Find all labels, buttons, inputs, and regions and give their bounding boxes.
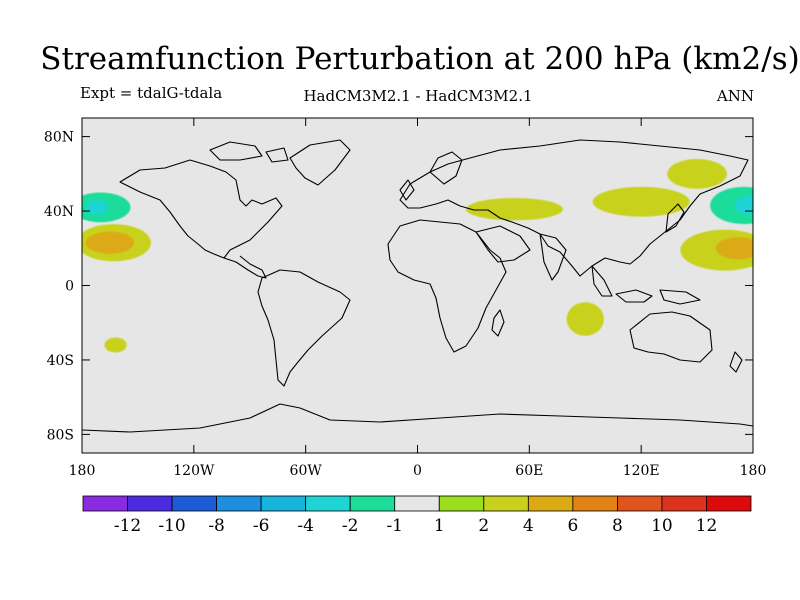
coast-japan (665, 203, 685, 233)
coast-arabia (475, 225, 531, 263)
coast-antarctica (82, 403, 753, 433)
lat-tick-label: 40N (44, 204, 74, 220)
anomaly-region (231, 229, 299, 256)
colorbar-label: 2 (478, 516, 489, 536)
coast-eurasia (399, 139, 749, 277)
coast-australia (629, 311, 713, 363)
anomaly-region (715, 237, 753, 260)
colorbar-label: 8 (612, 516, 623, 536)
colorbar-swatch (527, 495, 574, 512)
anomaly-region (734, 196, 753, 215)
coast-new-zealand (729, 351, 743, 373)
colorbar-label: -12 (114, 516, 141, 536)
colorbar-label: -10 (158, 516, 185, 536)
coast-arctic-islands (209, 141, 289, 163)
lat-tick-label: 80S (47, 427, 74, 443)
colorbar-label: 1 (434, 516, 445, 536)
colorbar-swatch (305, 495, 351, 512)
model-label: HadCM3M2.1 - HadCM3M2.1 (303, 87, 533, 105)
axis-ticks: 80N 40N 0 40S 80S 180 120W 60W 0 60E 120E 180 (44, 118, 766, 479)
anomaly-region (592, 186, 690, 217)
coast-india (539, 233, 567, 281)
colorbar-label: -6 (253, 516, 270, 536)
lon-tick-label: 0 (413, 463, 422, 479)
coastlines (82, 139, 753, 433)
anomaly-region (85, 231, 135, 254)
anomaly-region (566, 302, 604, 336)
colorbar-label: -4 (297, 516, 314, 536)
colorbar-label: -1 (386, 516, 403, 536)
lon-tick-label: 120E (623, 463, 660, 479)
anomaly-region (104, 337, 127, 353)
colorbar-swatch (706, 495, 752, 512)
colorbar-swatch (349, 495, 396, 512)
colorbar-label: 6 (567, 516, 578, 536)
lat-tick-label: 40S (47, 353, 74, 369)
colorbar-swatch (260, 495, 307, 512)
anomaly-region (465, 198, 563, 221)
coast-central-america (223, 255, 267, 279)
colorbar-swatch (82, 495, 128, 512)
coast-greenland (289, 139, 351, 186)
anomaly-region (331, 177, 384, 208)
colorbar-swatch (171, 495, 217, 512)
anomaly-contours (82, 142, 753, 353)
anomaly-region (85, 199, 109, 215)
experiment-label: Expt = tdalG-tdala (80, 84, 223, 102)
lat-tick-label: 80N (44, 130, 74, 146)
colorbar-swatch (617, 495, 663, 512)
colorbar-swatch (394, 495, 440, 512)
coast-madagascar (491, 309, 505, 337)
coast-british-isles (399, 179, 415, 201)
coast-africa (387, 219, 507, 353)
colorbar-label: 4 (523, 516, 534, 536)
colorbar-label: 10 (651, 516, 673, 536)
anomaly-region (542, 142, 603, 161)
lon-tick-label: 180 (740, 463, 767, 479)
anomaly-region (268, 320, 295, 340)
colorbar: -12 -10 -8 -6 -4 -2 -1 1 2 4 6 8 10 12 (82, 495, 752, 536)
colorbar-swatch (127, 495, 173, 512)
coast-scandinavia (429, 151, 463, 185)
anomaly-region (710, 186, 753, 225)
coast-se-asia (591, 265, 701, 305)
lon-tick-label: 120W (173, 463, 215, 479)
season-label: ANN (716, 87, 754, 105)
colorbar-label: -8 (208, 516, 225, 536)
anomaly-region (667, 158, 727, 189)
map-background (82, 118, 753, 453)
colorbar-swatch (483, 495, 529, 512)
coast-south-america (257, 269, 351, 387)
colorbar-swatch (438, 495, 485, 512)
colorbar-swatch (216, 495, 262, 512)
lon-tick-label: 60E (515, 463, 543, 479)
colorbar-label: -2 (342, 516, 359, 536)
lon-tick-label: 180 (69, 463, 96, 479)
colorbar-label: 12 (696, 516, 718, 536)
coast-north-america (119, 159, 283, 259)
anomaly-region (385, 246, 468, 273)
colorbar-swatch (572, 495, 618, 512)
colorbar-swatch (661, 495, 707, 512)
lon-tick-label: 60W (290, 463, 323, 479)
plot-title: Streamfunction Perturbation at 200 hPa (… (40, 41, 800, 77)
lat-tick-label: 0 (65, 279, 74, 295)
